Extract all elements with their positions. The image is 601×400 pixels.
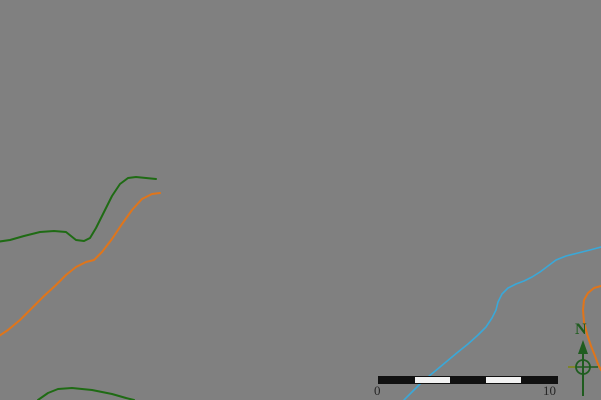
scale-bar-label-max: 10: [543, 383, 556, 398]
scale-bar-segment: [414, 377, 451, 383]
scale-bar-segment: [379, 377, 415, 383]
map-line-contour-orange-left: [0, 192, 161, 337]
compass-north-arrow-icon: [568, 340, 598, 396]
scale-bar-label-min: 0: [374, 383, 381, 398]
compass-rose: N: [565, 322, 601, 400]
scale-bar: [378, 376, 558, 384]
compass-north-label: N: [575, 321, 587, 338]
map-line-contour-orange-right: [582, 285, 601, 371]
map-line-river-cyan: [403, 246, 601, 400]
map-line-contour-green-upper: [0, 176, 157, 243]
scale-bar-segment: [485, 377, 522, 383]
scale-bar-segment: [521, 377, 557, 383]
map-line-contour-green-lower: [37, 387, 135, 400]
scale-bar-segment: [450, 377, 486, 383]
